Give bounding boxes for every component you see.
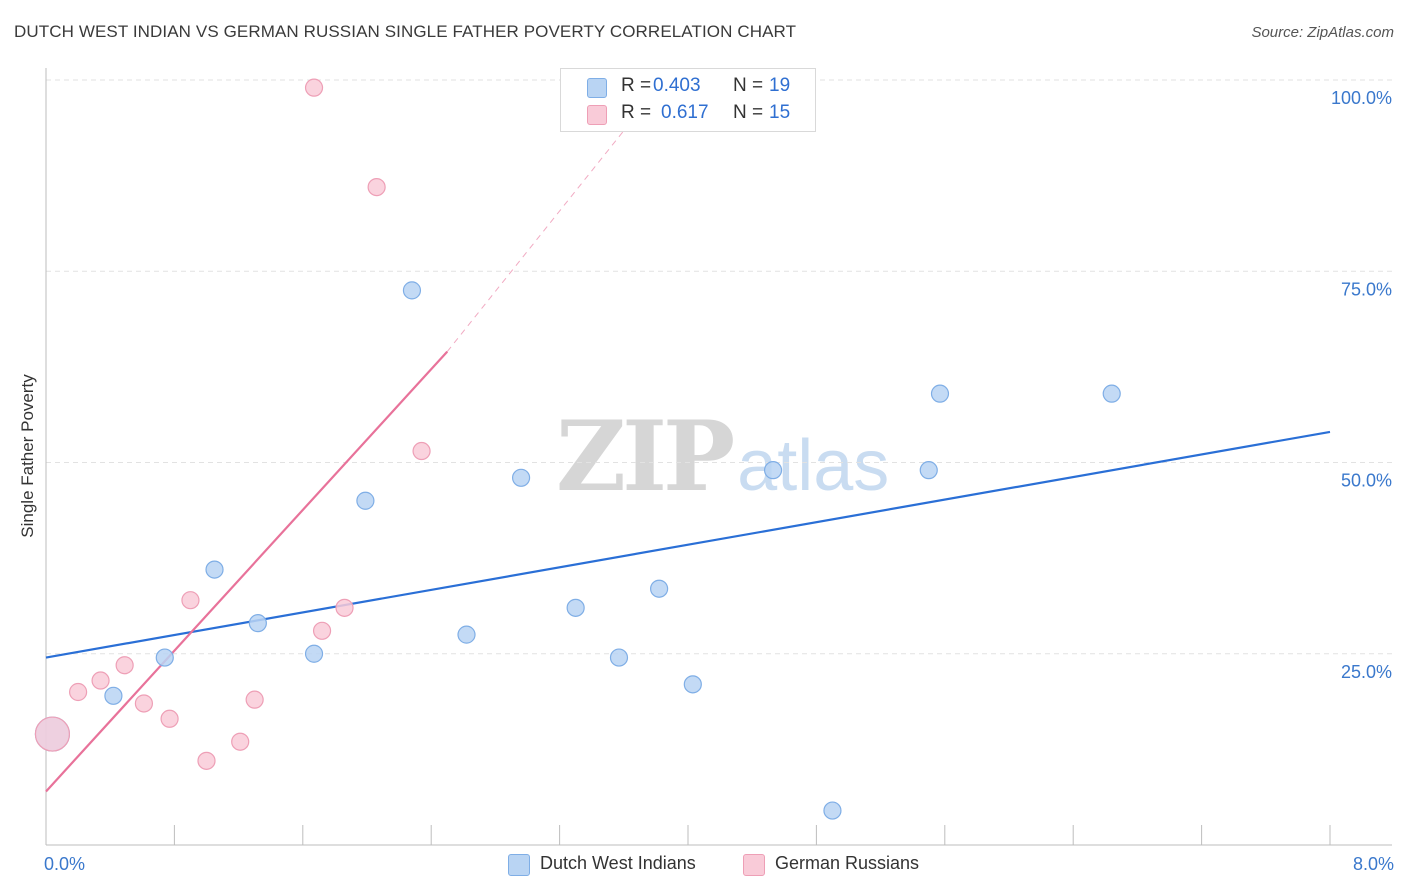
x-tick-label: 0.0% — [44, 854, 85, 874]
tick-labels: 25.0% 50.0% 75.0% 100.0% 0.0% 8.0% — [44, 88, 1394, 874]
n-label: N = — [733, 102, 764, 123]
n-label: N = — [733, 75, 764, 96]
data-point-dutch-west-indians — [930, 384, 950, 403]
y-tick-label: 100.0% — [1331, 88, 1392, 108]
data-point-german-russians — [181, 591, 200, 610]
data-point-dutch-west-indians — [823, 801, 842, 820]
grid-lines — [46, 79, 1392, 655]
n-value: 15 — [769, 102, 791, 123]
axes — [45, 68, 1392, 846]
data-point-german-russians — [68, 682, 88, 702]
series-legend: Dutch West Indians German Russians — [0, 852, 1406, 878]
data-point-dutch-west-indians — [511, 468, 531, 487]
legend-swatch-blue — [587, 78, 607, 98]
data-point-german-russians — [245, 690, 264, 709]
data-point-dutch-west-indians — [609, 648, 629, 667]
data-point-dutch-west-indians — [457, 625, 476, 644]
data-point-dutch-west-indians — [155, 648, 174, 667]
data-point-dutch-west-indians — [356, 491, 375, 510]
data-point-dutch-west-indians — [763, 461, 783, 480]
data-point-german-russians — [312, 621, 332, 640]
data-point-dutch-west-indians — [248, 614, 267, 633]
n-value: 19 — [769, 75, 791, 96]
y-tick-label: 25.0% — [1341, 662, 1392, 682]
data-point-german-russians — [160, 709, 179, 728]
data-point-dutch-west-indians — [650, 579, 669, 598]
data-point-dutch-west-indians — [205, 560, 224, 579]
data-point-german-russians — [412, 441, 431, 461]
r-value: 0.617 — [661, 102, 709, 123]
data-points — [34, 78, 1121, 820]
trend-extension-german-russians — [446, 110, 641, 352]
data-point-german-russians — [197, 751, 216, 770]
trend-line-dutch-west-indians — [45, 430, 1331, 659]
data-point-german-russians — [367, 178, 386, 197]
data-point-german-russians — [335, 598, 354, 617]
y-tick-label: 50.0% — [1341, 471, 1392, 491]
legend-label: Dutch West Indians — [540, 853, 696, 873]
chart-title: DUTCH WEST INDIAN VS GERMAN RUSSIAN SING… — [14, 22, 797, 41]
data-point-german-russians — [304, 78, 324, 97]
trend-line-german-russians — [45, 350, 449, 793]
data-point-german-russians — [134, 694, 154, 713]
r-label: R = — [621, 75, 652, 96]
data-point-german-russians — [231, 732, 250, 751]
data-point-dutch-west-indians — [1102, 384, 1121, 403]
legend-swatch-pink — [743, 854, 765, 876]
data-point-german-russians — [115, 656, 134, 675]
source-label: Source: ZipAtlas.com — [1251, 24, 1394, 41]
r-value: 0.403 — [653, 75, 701, 96]
data-point-dutch-west-indians — [104, 686, 123, 705]
legend-swatch-pink — [587, 105, 607, 125]
legend-swatch-blue — [508, 854, 530, 876]
data-point-german-russians — [34, 716, 71, 752]
data-point-dutch-west-indians — [919, 461, 938, 480]
data-point-dutch-west-indians — [304, 644, 324, 663]
data-point-dutch-west-indians — [402, 281, 422, 300]
y-tick-label: 75.0% — [1341, 279, 1392, 299]
legend-label: German Russians — [775, 853, 920, 873]
r-label: R = — [621, 102, 652, 123]
watermark-atlas: atlas — [737, 426, 890, 506]
data-point-german-russians — [91, 671, 110, 690]
data-point-dutch-west-indians — [683, 675, 702, 694]
stats-legend: R = 0.403 N = 19 R = 0.617 N = 15 — [560, 68, 816, 132]
data-point-dutch-west-indians — [566, 598, 585, 617]
x-tick-label: 8.0% — [1353, 854, 1394, 874]
watermark: ZIPatlas — [556, 400, 889, 513]
watermark-zip: ZIP — [556, 400, 735, 513]
